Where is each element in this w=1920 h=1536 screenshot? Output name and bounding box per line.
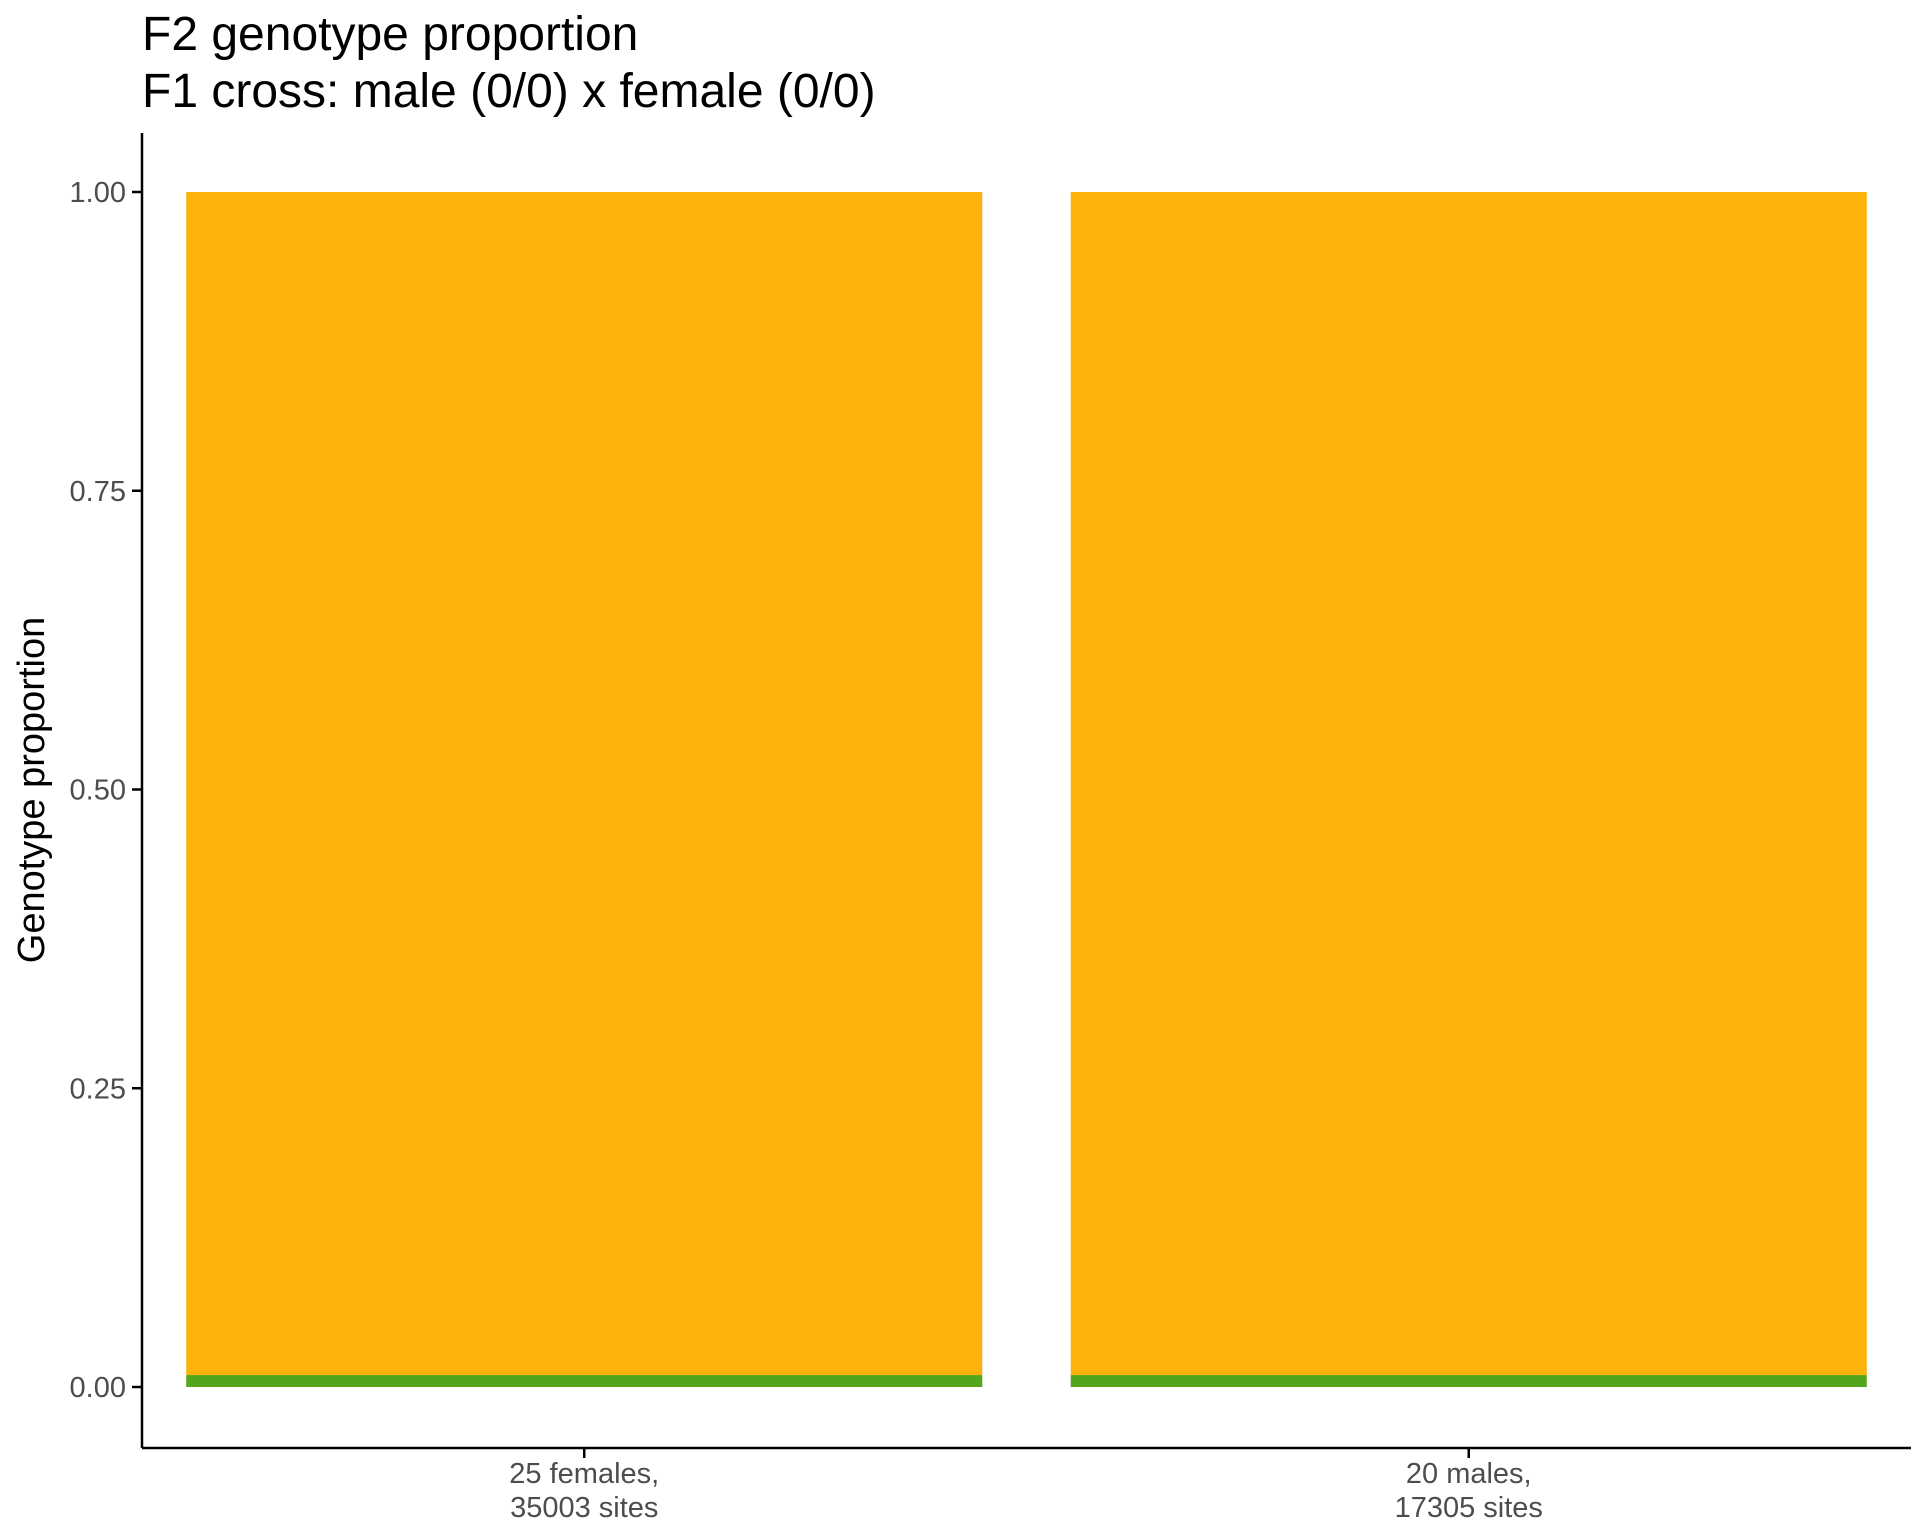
y-tick-label: 0.00 bbox=[70, 1372, 126, 1404]
x-ticks-group: 25 females, 35003 sites 20 males, 17305 sit… bbox=[509, 1448, 1543, 1524]
chart-subtitle: F1 cross: male (0/0) x female (0/0) bbox=[142, 65, 876, 118]
bar-segment-1-2 bbox=[186, 192, 983, 1376]
x-tick-label: 25 females, 35003 sites bbox=[509, 1458, 659, 1524]
y-tick-label: 0.25 bbox=[70, 1073, 126, 1105]
bar-segment-2-1 bbox=[1070, 1375, 1867, 1387]
y-tick-label: 1.00 bbox=[70, 177, 126, 209]
y-tick-label: 0.75 bbox=[70, 476, 126, 508]
x-tick-label: 20 males, 17305 sites bbox=[1395, 1458, 1543, 1524]
bar-segment-2-2 bbox=[1070, 192, 1867, 1376]
y-tick-label: 0.50 bbox=[70, 775, 126, 807]
y-ticks-group: 0.00 0.25 0.50 0.75 1.00 bbox=[70, 177, 142, 1404]
bars-group bbox=[186, 192, 1867, 1387]
chart-title: F2 genotype proportion bbox=[142, 8, 638, 61]
bar-segment-1-1 bbox=[186, 1375, 983, 1387]
y-axis-title: Genotype proportion bbox=[11, 617, 53, 963]
